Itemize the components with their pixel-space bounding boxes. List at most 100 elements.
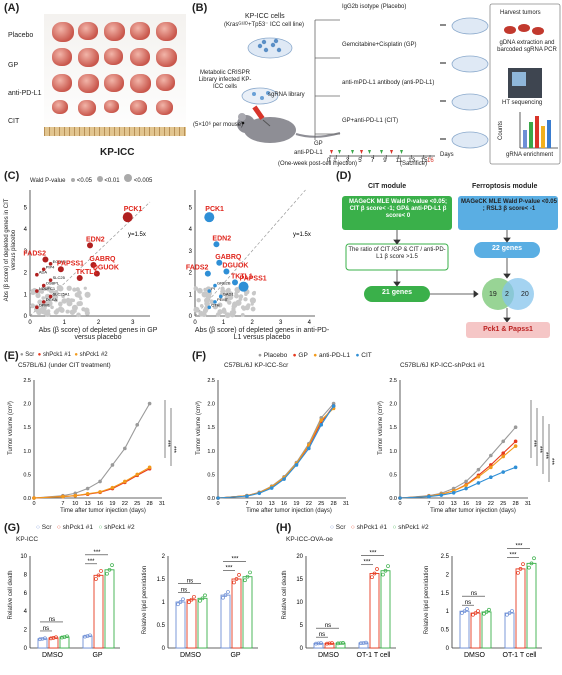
gene-label: TKTL1 [76,269,98,276]
bar [175,601,186,649]
x-tick-label: 28 [331,501,337,507]
g-legend: ○ Scr ○ shPck1 #1 ○ shPck1 #2 [36,524,135,531]
replicate-point [187,600,191,604]
gene-point [40,303,46,309]
replicate-point [105,571,109,576]
series-line [399,466,516,499]
h-legend-scr: Scr [335,524,346,531]
tumor [78,48,99,67]
gene-point [76,312,81,318]
x-tick-label: 16 [281,501,287,507]
replicate-point [381,572,385,577]
fer-module-title: Ferroptosis module [472,183,538,190]
category-label: DMSO [464,652,486,659]
replicate-point [518,567,523,571]
extract-label: gDNA extraction and barcoded sgRNA PCR [497,40,557,53]
y-tick-label: 1 [446,609,450,615]
bar [231,578,242,649]
gene-point [223,268,230,275]
y-tick-label: 3 [24,249,28,255]
gene-point [59,307,65,313]
timeline-day: 16 [427,158,434,164]
replicate-point [507,611,512,615]
f-left-title: C57BL/6J KP-ICC-Scr [224,362,289,369]
gene-point [65,297,71,303]
replicate-point [316,641,321,646]
y-tick-label: 2 [446,572,450,578]
replicate-point [49,636,53,641]
data-point [85,491,90,496]
tumor [104,22,125,41]
reference-label: y=1.5x [128,232,146,238]
replicate-point [245,574,250,579]
replicate-point [383,568,388,573]
replicate-point [88,633,92,638]
sig-label: *** [164,440,170,448]
replicate-point [94,577,98,581]
series-line [399,445,516,499]
data-point [451,491,456,495]
replicate-point [198,598,202,603]
y-tick-label: 0 [189,314,193,320]
gene-point [35,305,39,310]
y-tick-label: 0.5 [389,472,397,478]
x-tick-label: 3 [131,320,135,326]
gene-point [193,286,199,291]
gene-label-small: DPM1 [39,302,51,307]
replicate-point [325,641,329,646]
replicate-point [178,600,183,604]
y-tick-label: 2 [24,271,28,277]
reference-label: y=1.5x [293,232,311,238]
y-tick-label: 4 [24,609,28,615]
replicate-point [83,634,87,639]
f-right-title: C57BL/6J KP-ICC-shPck1 #1 [400,362,485,369]
data-point [123,479,127,484]
data-point [319,423,324,427]
gene-point [48,294,53,299]
tumor [156,100,173,115]
reference-line [194,189,306,317]
gene-point [74,292,80,298]
timeline-day: 13 [408,158,415,164]
g-legend-scr: Scr [41,524,52,531]
y-tick-label: 0.5 [23,472,31,478]
gene-point [76,274,83,281]
data-point [501,439,506,444]
replicate-point [107,567,112,572]
sig-label: ns [43,626,49,632]
tumor [130,100,147,115]
gene-point [48,278,53,282]
sig-label: *** [542,452,548,460]
timeline-day: 1 [333,158,337,164]
gene-point [229,310,235,316]
e-legend: ● Scr ● shPck1 #1 ● shPck1 #2 [20,352,108,358]
gene-point [240,312,245,317]
replicate-point [200,596,205,601]
sig-label: *** [548,458,554,466]
g-right-ylabel: Relative lipid peroxidation [142,565,148,635]
y-tick-label: 2.5 [23,378,31,384]
y-tick-label: 2.5 [389,378,397,384]
venn-left-count: 19 [489,291,497,298]
bar [197,597,208,649]
gene-point [227,294,234,301]
x-tick-label: 10 [256,501,262,507]
row-label-anti-pd-l1: anti-PD-L1 [8,90,42,97]
gene-point [213,283,217,288]
gene-label-small: GAD1 [223,291,235,296]
bar [358,642,369,649]
genes22-label: 22 genes [492,245,522,252]
y-tick-label: 0 [446,646,450,652]
gene-label: DGUOK [222,262,248,269]
gene-point [213,300,217,304]
data-point [513,439,518,444]
gene-label-small: DGKA [46,297,58,302]
tumor [156,48,177,67]
gene-point [225,288,231,294]
series-line [33,403,151,499]
gene-label: EDN2 [86,236,105,243]
replicate-point [314,641,318,646]
gene-point [57,285,64,292]
x-tick-label: 16 [97,501,103,507]
